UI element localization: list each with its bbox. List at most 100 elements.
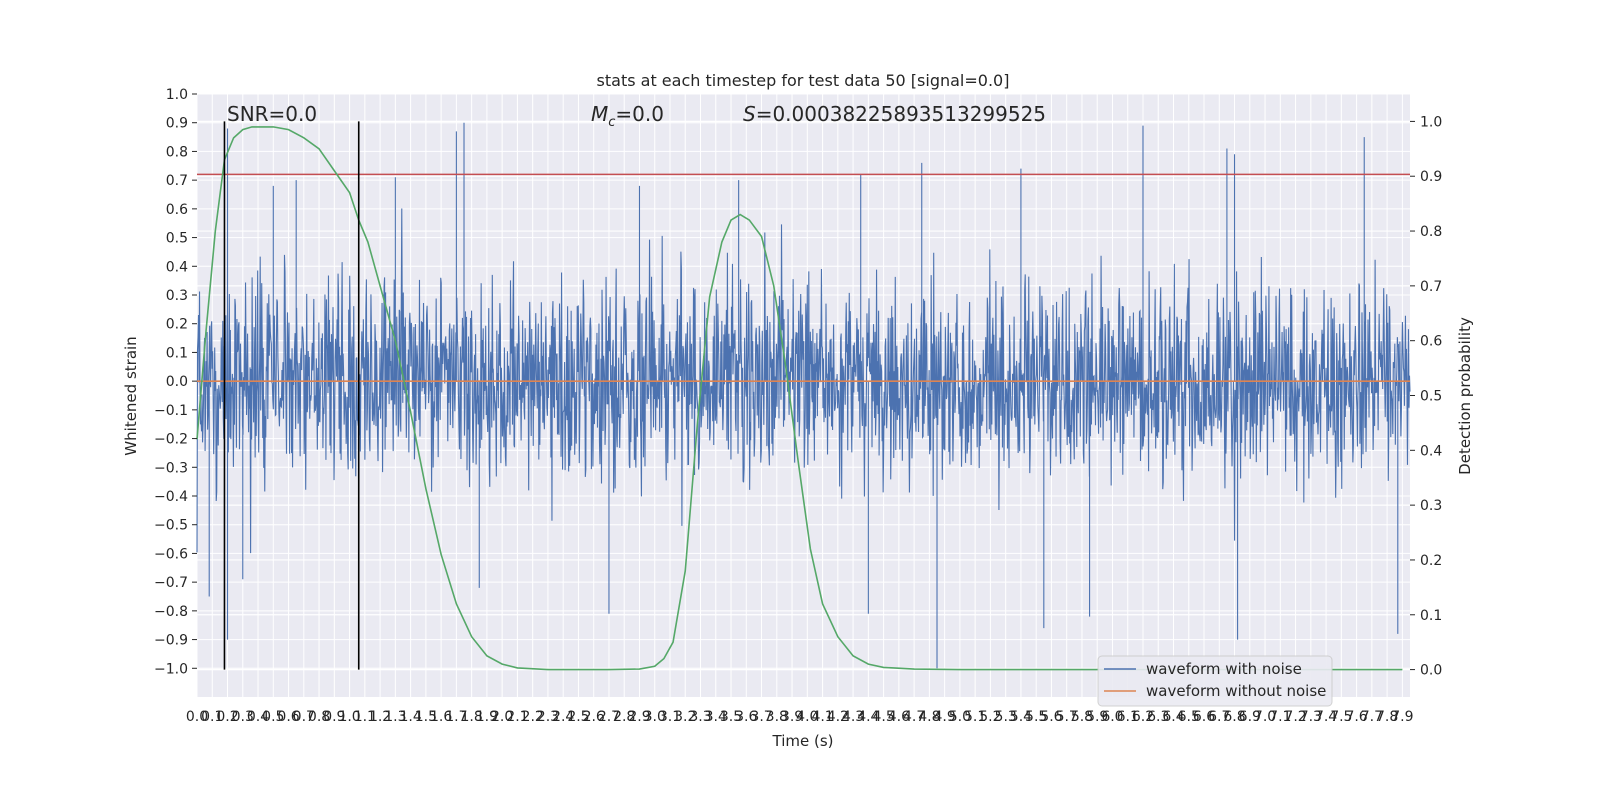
y-tick-label: −0.3 <box>154 460 188 476</box>
right-y-tick-label: 0.0 <box>1420 663 1442 679</box>
right-y-tick-label: 1.0 <box>1420 114 1442 130</box>
x-tick-label: 6.0 <box>1101 709 1123 725</box>
x-tick-label: 3.2 <box>674 709 696 725</box>
y-tick-label: −1.0 <box>154 661 188 677</box>
chirp-mass-subscript: c <box>608 115 615 130</box>
s-annotation: S=0.00038225893513299525 <box>743 102 1046 126</box>
x-tick-label: 2.2 <box>522 709 544 725</box>
x-tick-label: 2.0 <box>491 709 513 725</box>
y-tick-label: 0.2 <box>166 317 188 333</box>
y-tick-label: −0.7 <box>154 575 188 591</box>
legend-label-clean: waveform without noise <box>1146 682 1326 700</box>
x-tick-label: 3.0 <box>644 709 666 725</box>
x-tick-label: 7.5 <box>1330 709 1352 725</box>
right-y-tick-label: 0.3 <box>1420 498 1442 514</box>
y-tick-label: 0.8 <box>166 144 188 160</box>
x-tick-label: 5.5 <box>1025 709 1047 725</box>
x-tick-label: 2.4 <box>552 709 574 725</box>
x-tick-label: 0.4 <box>247 709 269 725</box>
x-tick-label: 2.1 <box>506 709 528 725</box>
x-tick-label: 0.7 <box>293 709 315 725</box>
x-tick-label: 1.2 <box>369 709 391 725</box>
chart-title: stats at each timestep for test data 50 … <box>597 71 1010 90</box>
x-tick-label: 0.9 <box>323 709 345 725</box>
y-tick-label: 0.7 <box>166 173 188 189</box>
x-tick-label: 3.7 <box>750 709 772 725</box>
x-tick-label: 0.0 <box>186 709 208 725</box>
x-tick-label: 1.3 <box>384 709 406 725</box>
right-y-tick-label: 0.5 <box>1420 389 1442 405</box>
x-tick-label: 4.9 <box>934 709 956 725</box>
x-tick-label: 4.2 <box>827 709 849 725</box>
x-tick-label: 3.4 <box>705 709 727 725</box>
x-axis: 0.00.10.20.30.40.50.60.70.80.91.01.11.21… <box>186 709 1414 725</box>
detection-probability-line <box>196 126 1403 671</box>
x-tick-label: 7.4 <box>1315 709 1337 725</box>
x-tick-label: 1.8 <box>461 709 483 725</box>
x-tick-label: 1.0 <box>338 709 360 725</box>
y-tick-label: −0.4 <box>154 489 188 505</box>
x-tick-label: 5.6 <box>1040 709 1062 725</box>
x-tick-label: 2.7 <box>598 709 620 725</box>
x-tick-label: 1.7 <box>445 709 467 725</box>
right-y-tick-label: 0.6 <box>1420 334 1442 350</box>
y-tick-label: 0.3 <box>166 288 188 304</box>
y-tick-label: −0.2 <box>154 432 188 448</box>
probability-series <box>196 126 1403 671</box>
y-tick-label: 0.6 <box>166 202 188 218</box>
x-tick-label: 0.6 <box>277 709 299 725</box>
y-tick-label: 0.1 <box>166 345 188 361</box>
x-tick-label: 6.6 <box>1193 709 1215 725</box>
y-tick-label: −0.1 <box>154 403 188 419</box>
y-tick-label: −0.5 <box>154 518 188 534</box>
x-tick-label: 2.8 <box>613 709 635 725</box>
x-tick-label: 1.6 <box>430 709 452 725</box>
x-tick-label: 3.3 <box>689 709 711 725</box>
y-tick-label: 0.9 <box>166 116 188 132</box>
x-tick-label: 4.3 <box>842 709 864 725</box>
x-tick-label: 3.5 <box>720 709 742 725</box>
x-tick-label: 7.6 <box>1345 709 1367 725</box>
x-tick-label: 3.8 <box>766 709 788 725</box>
x-tick-label: 2.3 <box>537 709 559 725</box>
right-y-tick-label: 0.4 <box>1420 443 1442 459</box>
left-y-axis: 1.0 0.9 0.8 0.7 0.6 0.5 0.4 0.3 0.2 0.1 0.0 −0.1 −0.… <box>154 87 197 677</box>
x-tick-label: 5.8 <box>1071 709 1093 725</box>
x-tick-label: 5.3 <box>995 709 1017 725</box>
x-tick-label: 5.9 <box>1086 709 1108 725</box>
x-tick-label: 4.8 <box>918 709 940 725</box>
x-tick-label: 1.9 <box>476 709 498 725</box>
right-y-axis-label: Detection probability <box>1456 317 1474 475</box>
right-y-tick-label: 0.7 <box>1420 279 1442 295</box>
legend-label-noise: waveform with noise <box>1146 660 1302 678</box>
x-tick-label: 6.4 <box>1162 709 1184 725</box>
x-tick-label: 0.2 <box>216 709 238 725</box>
x-tick-label: 4.0 <box>796 709 818 725</box>
noise-series <box>196 122 1411 669</box>
x-tick-label: 0.1 <box>201 709 223 725</box>
y-tick-label: −0.8 <box>154 604 188 620</box>
x-tick-label: 2.5 <box>567 709 589 725</box>
x-tick-label: 3.6 <box>735 709 757 725</box>
chirp-mass-symbol: M <box>591 102 608 126</box>
x-tick-label: 6.2 <box>1132 709 1154 725</box>
s-symbol: S <box>743 102 756 126</box>
x-tick-label: 4.6 <box>888 709 910 725</box>
y-tick-label: 0.4 <box>166 259 188 275</box>
right-y-tick-label: 0.8 <box>1420 224 1442 240</box>
x-tick-label: 5.4 <box>1010 709 1032 725</box>
y-tick-label: 0.0 <box>166 374 188 390</box>
x-tick-label: 6.3 <box>1147 709 1169 725</box>
x-tick-label: 0.3 <box>232 709 254 725</box>
x-tick-label: 7.7 <box>1361 709 1383 725</box>
y-tick-label: −0.6 <box>154 546 188 562</box>
right-y-tick-label: 0.1 <box>1420 608 1442 624</box>
x-tick-label: 5.0 <box>949 709 971 725</box>
vertical-lines <box>223 121 360 670</box>
chirp-mass-annotation: Mc=0.0 <box>591 102 664 130</box>
x-tick-label: 7.1 <box>1269 709 1291 725</box>
x-tick-label: 7.8 <box>1376 709 1398 725</box>
x-tick-label: 7.3 <box>1300 709 1322 725</box>
x-tick-label: 6.5 <box>1178 709 1200 725</box>
